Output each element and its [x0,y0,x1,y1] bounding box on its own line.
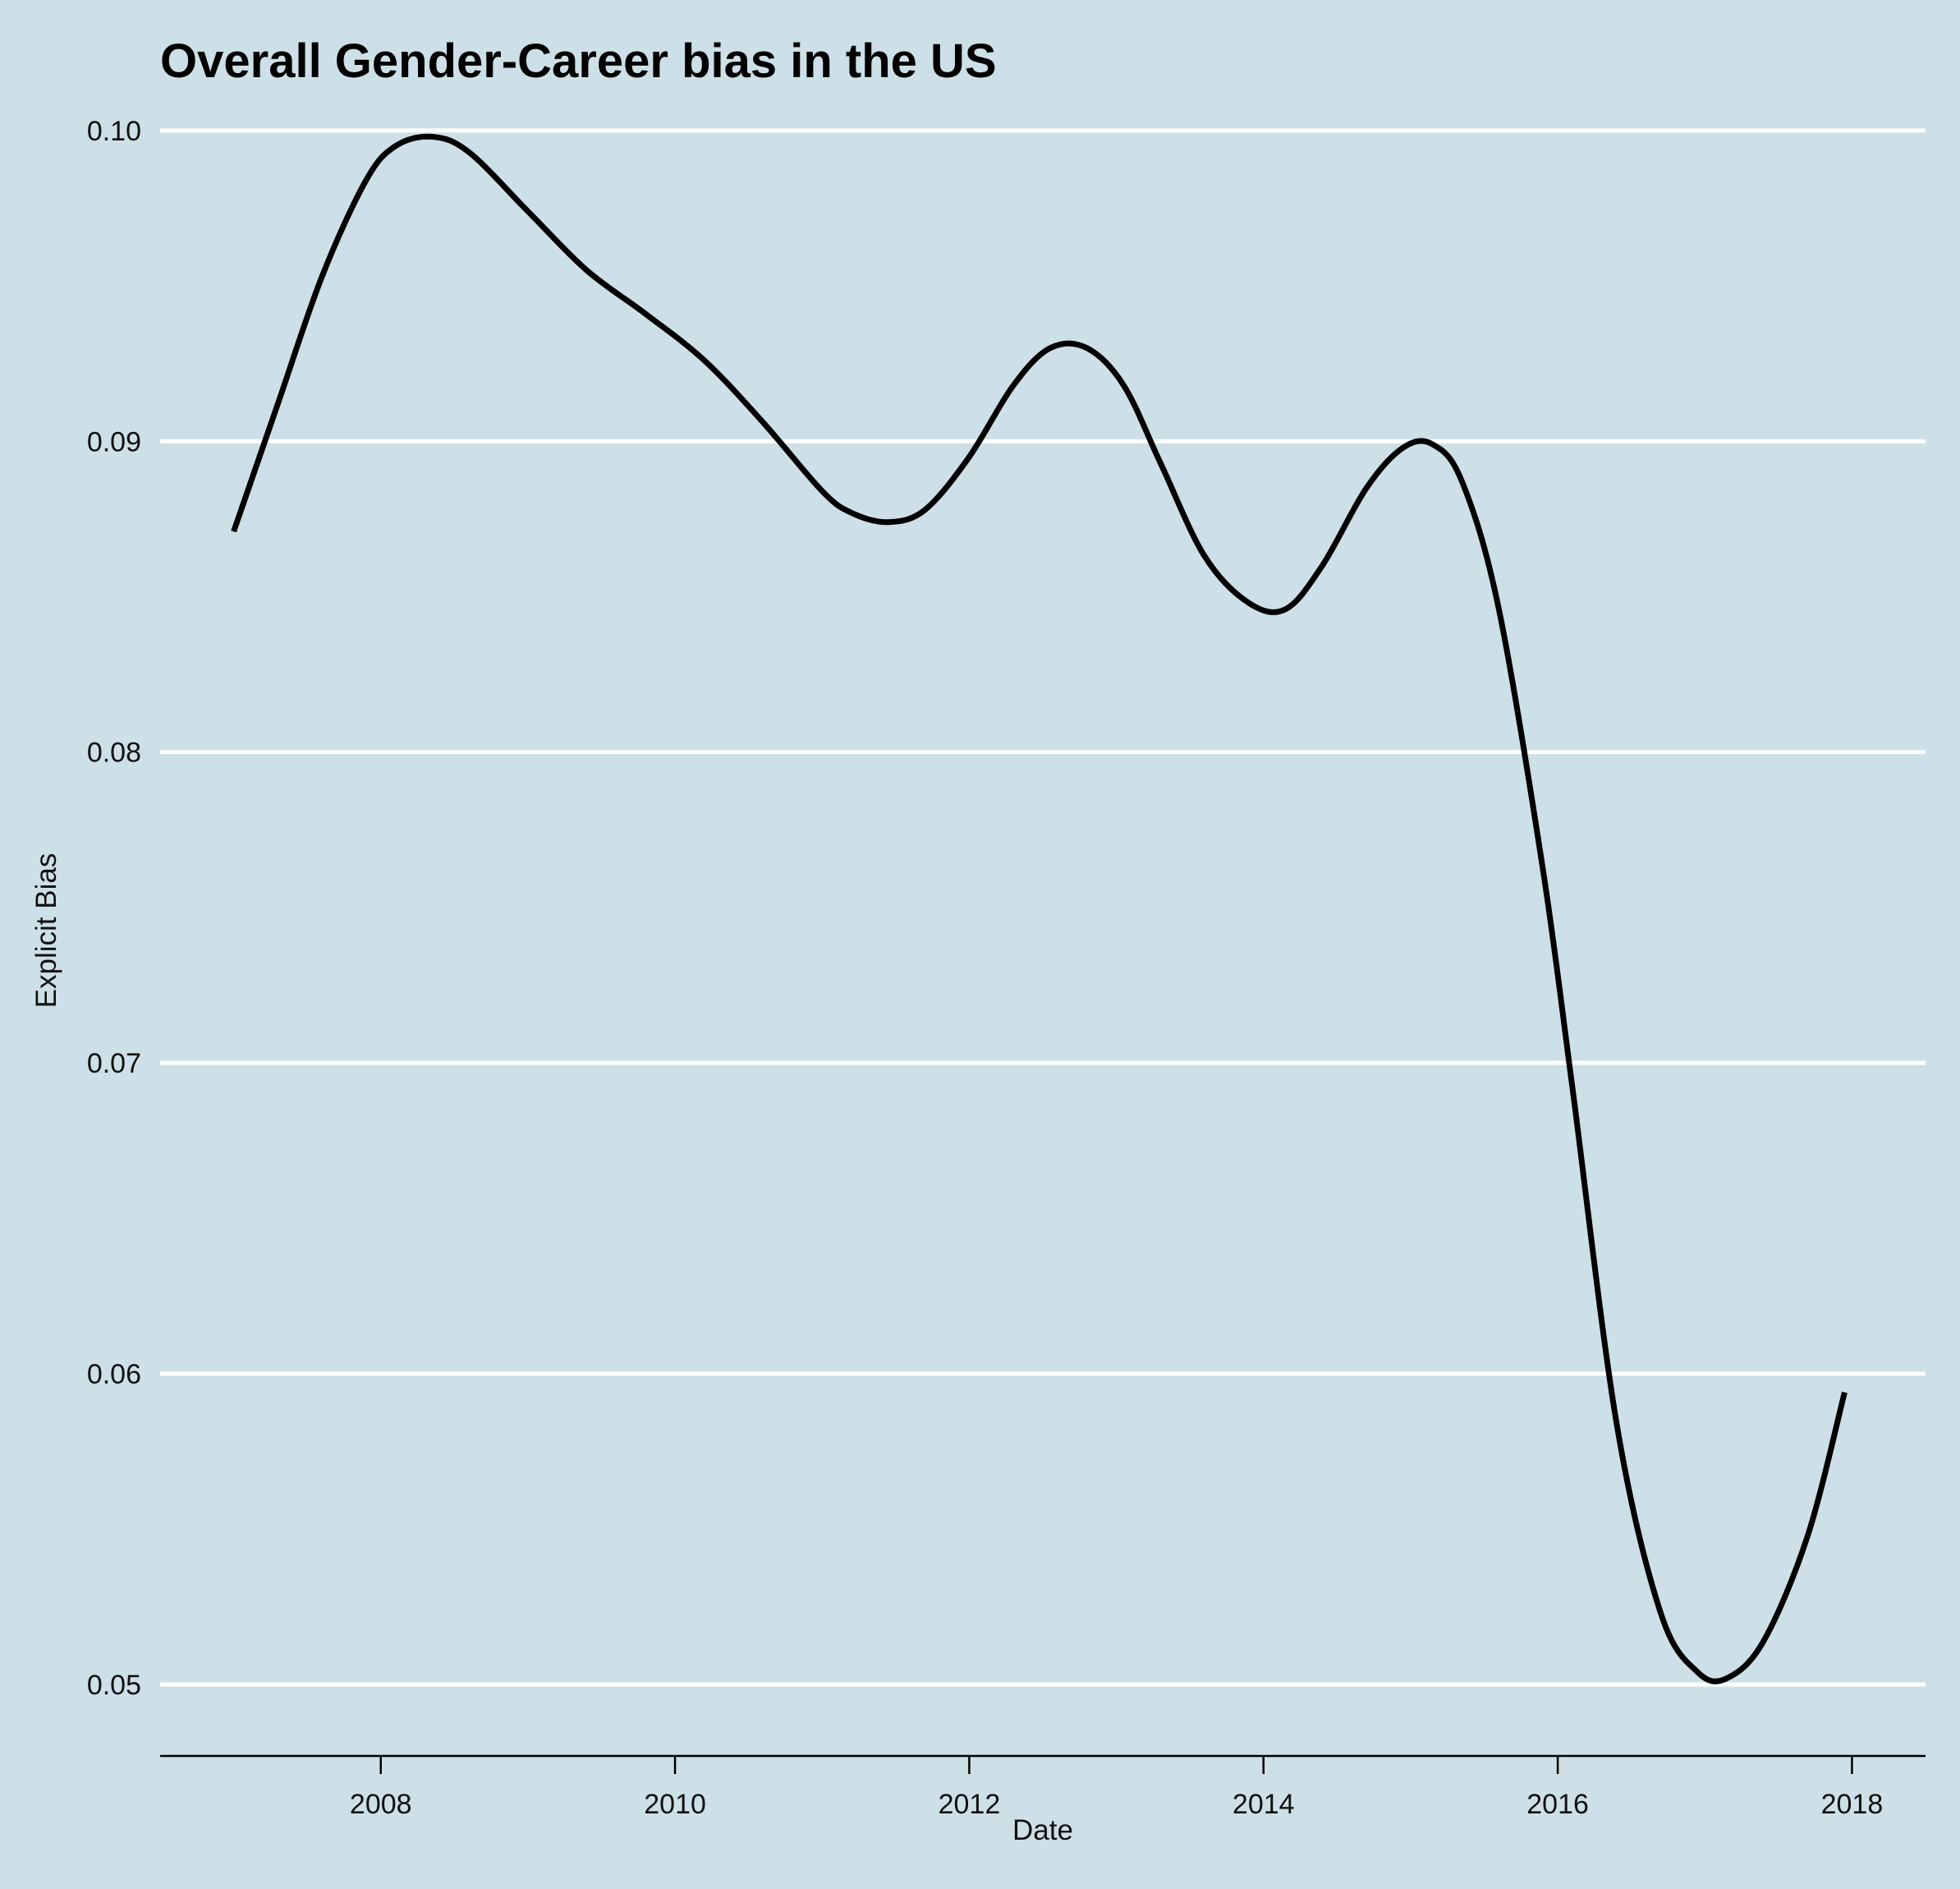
x-tick-label: 2008 [350,1789,412,1820]
y-axis: 0.05 0.06 0.07 0.08 0.09 0.10 [87,116,141,1701]
x-tick-label: 2012 [939,1789,1001,1820]
x-tick-label: 2010 [644,1789,706,1820]
y-tick-label: 0.09 [87,426,141,457]
chart-title: Overall Gender-Career bias in the US [160,34,997,88]
y-tick-label: 0.06 [87,1359,141,1390]
x-tick-label: 2014 [1232,1789,1295,1820]
y-tick-label: 0.05 [87,1670,141,1701]
x-tick-label: 2016 [1526,1789,1589,1820]
x-tick-label: 2018 [1821,1789,1884,1820]
series-layer [231,133,1848,1684]
y-tick-label: 0.10 [87,116,141,147]
y-tick-label: 0.07 [87,1048,141,1079]
series-line [231,133,1848,1684]
x-axis-title: Date [1012,1814,1073,1846]
y-tick-label: 0.08 [87,738,141,769]
x-axis: 2008 2010 2012 2014 2016 2018 [160,1754,1926,1820]
y-axis-title: Explicit Bias [30,853,62,1009]
grid-lines [160,128,1926,1687]
